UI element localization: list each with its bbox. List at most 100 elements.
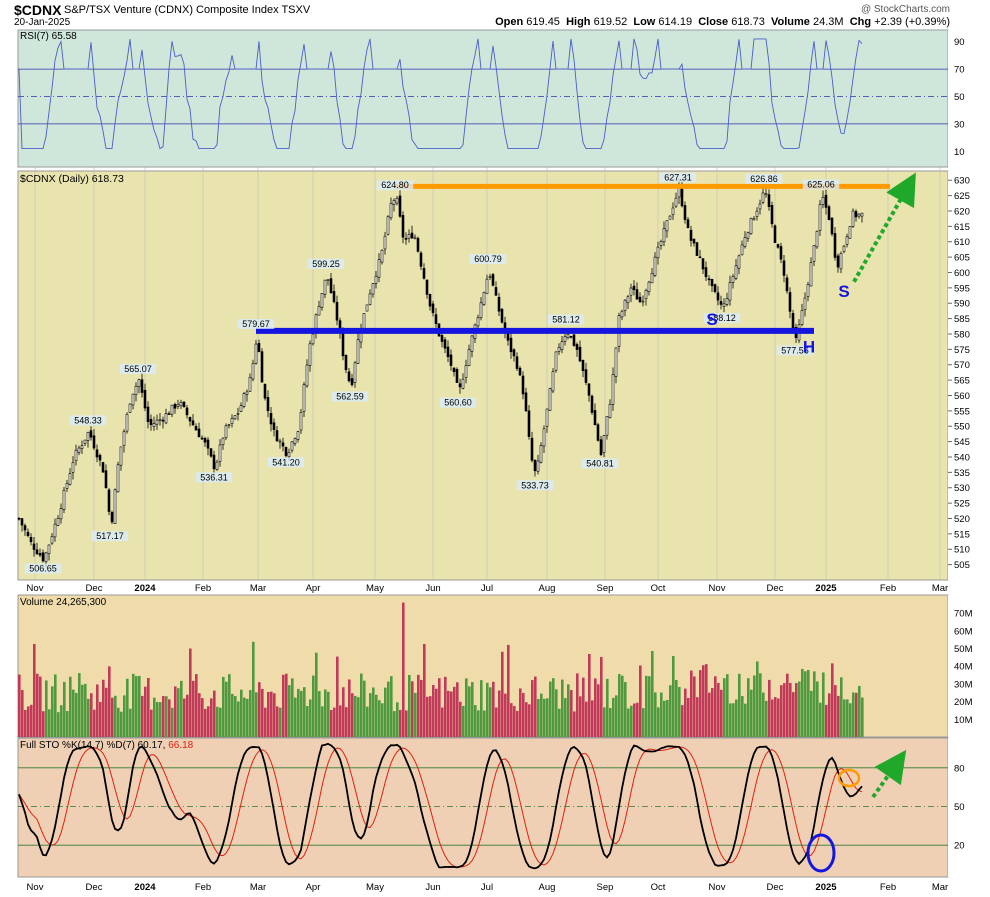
price-label: 625.06 xyxy=(807,179,835,189)
volume-bar xyxy=(246,698,249,737)
volume-bar xyxy=(825,704,828,737)
volume-bar xyxy=(612,697,615,737)
volume-bar xyxy=(543,698,546,737)
candle-body xyxy=(521,375,525,395)
candle-body xyxy=(20,518,24,526)
volume-bar xyxy=(363,680,366,737)
time-axis-label: Oct xyxy=(651,583,666,594)
price-label-bg xyxy=(237,318,275,329)
time-axis-label: Dec xyxy=(86,882,103,893)
candle-body xyxy=(155,419,159,425)
price-tick-label: 630 xyxy=(954,176,970,187)
volume-bar xyxy=(654,692,657,737)
candle-body xyxy=(431,303,435,314)
price-tick-label: 565 xyxy=(954,376,970,387)
price-panel-title: $CDNX (Daily) 618.73 xyxy=(20,173,124,185)
volume-bar xyxy=(603,707,606,737)
candle-body xyxy=(140,379,144,393)
high-label: High xyxy=(566,16,591,28)
candle-body xyxy=(236,412,240,415)
candle-body xyxy=(65,483,69,489)
candle-body xyxy=(542,428,546,447)
candle-body xyxy=(170,404,174,415)
time-axis-label: Jul xyxy=(481,882,493,893)
candle-body xyxy=(383,235,387,250)
volume-bar xyxy=(384,687,387,737)
candle-body xyxy=(86,432,90,441)
price-label-bg xyxy=(267,457,305,468)
candle-body xyxy=(206,439,210,449)
candle-body xyxy=(515,356,519,369)
price-label: 560.60 xyxy=(444,398,472,408)
candle-body xyxy=(371,283,375,295)
price-label-bg xyxy=(703,313,741,324)
price-tick-label: 530 xyxy=(954,483,970,494)
candle-body xyxy=(152,423,156,428)
price-tick-label: 550 xyxy=(954,422,970,433)
candle-body xyxy=(446,346,450,358)
candle-body xyxy=(710,278,714,287)
volume-bar xyxy=(585,701,588,737)
price-tick-label: 540 xyxy=(954,452,970,463)
volume-bar xyxy=(420,679,423,737)
price-label: 626.86 xyxy=(750,174,778,184)
price-label-bg xyxy=(659,172,697,183)
volume-bar xyxy=(726,674,729,737)
candle-body xyxy=(779,246,783,260)
candle-body xyxy=(425,279,429,295)
candle-body xyxy=(350,378,354,386)
candle-body xyxy=(356,339,360,364)
candle-body xyxy=(530,437,534,461)
candle-body xyxy=(620,310,624,318)
volume-bar xyxy=(456,682,459,737)
candle-body xyxy=(83,439,87,444)
price-label: 581.12 xyxy=(552,315,580,325)
volume-bar xyxy=(579,696,582,737)
candle-body xyxy=(860,212,864,217)
candle-body xyxy=(731,276,735,283)
candle-body xyxy=(545,408,549,427)
volume-bar xyxy=(75,692,78,737)
volume-bar xyxy=(774,697,777,737)
volume-bar xyxy=(207,706,210,737)
volume-bar xyxy=(150,709,153,737)
candle-body xyxy=(818,204,822,231)
time-axis-label: Mar xyxy=(932,882,948,893)
volume-bar xyxy=(711,688,714,737)
volume-bar xyxy=(636,702,639,737)
volume-bar xyxy=(720,689,723,737)
candle-body xyxy=(470,335,474,352)
candle-body xyxy=(305,364,309,387)
rsi-background xyxy=(17,29,949,168)
volume-bar xyxy=(540,693,543,737)
volume-bar xyxy=(228,674,231,737)
volume-bar xyxy=(366,706,369,737)
candle-body xyxy=(161,419,165,422)
time-axis-label: Dec xyxy=(767,882,784,893)
volume-bar xyxy=(546,698,549,737)
volume-bar xyxy=(63,681,66,737)
volume-bar xyxy=(462,705,465,737)
volume-bar xyxy=(663,700,666,737)
watermark: @ StockCharts.com xyxy=(860,4,950,15)
volume-bar xyxy=(807,669,810,737)
candle-body xyxy=(392,200,396,205)
volume-bar xyxy=(24,710,27,737)
candle-body xyxy=(23,525,27,531)
candle-body xyxy=(158,419,162,421)
time-axis-label: Jun xyxy=(425,583,440,594)
candle-body xyxy=(827,206,831,220)
candle-body xyxy=(671,207,675,216)
candle-body xyxy=(455,369,459,383)
price-tick-label: 595 xyxy=(954,283,970,294)
candle-body xyxy=(668,215,672,220)
volume-bar xyxy=(276,706,279,737)
volume-bar xyxy=(123,695,126,737)
candle-body xyxy=(494,287,498,296)
candle-body xyxy=(560,341,564,350)
volume-bar xyxy=(126,678,129,737)
candle-body xyxy=(554,351,558,371)
candle-body xyxy=(632,285,636,290)
volume-bar xyxy=(618,674,621,737)
volume-bar xyxy=(441,707,444,737)
